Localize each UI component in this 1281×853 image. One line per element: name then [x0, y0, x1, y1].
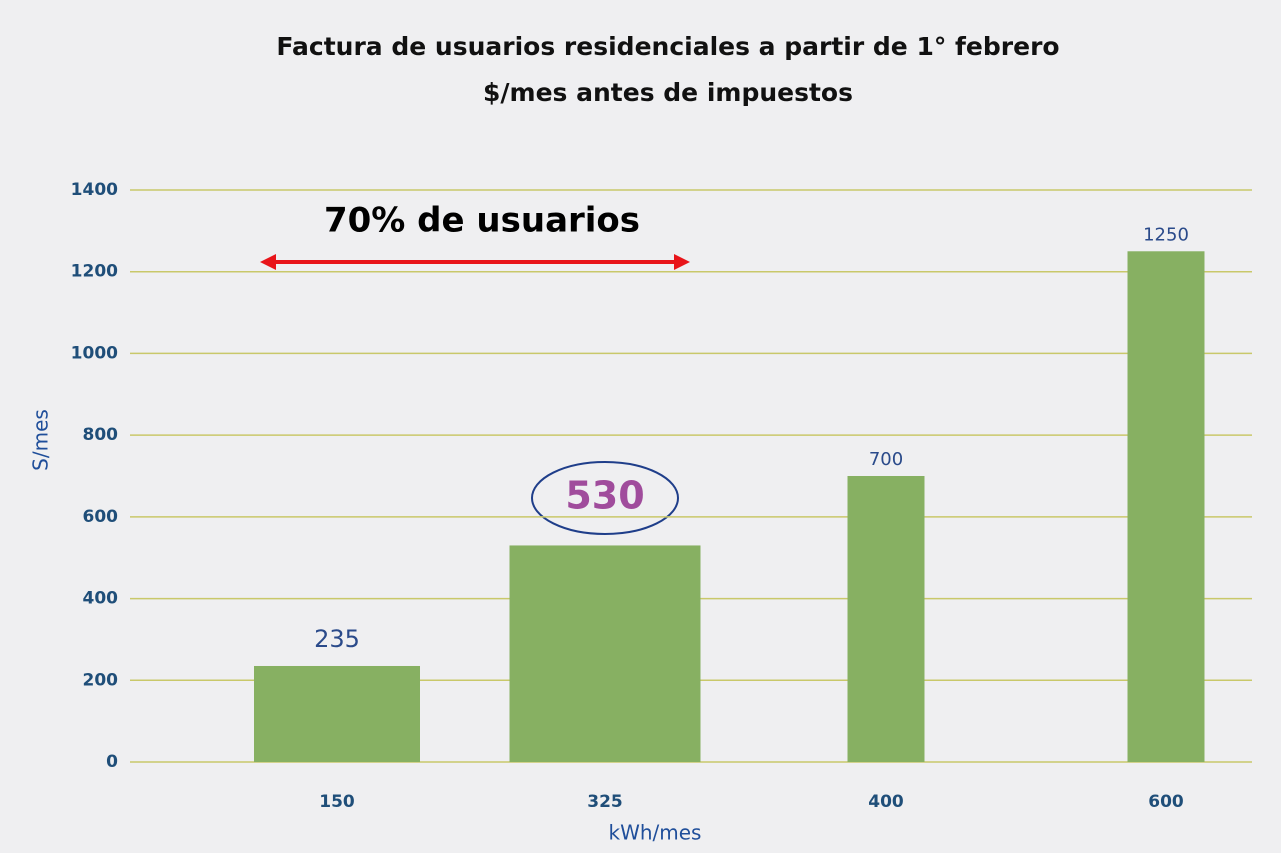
y-tick-label: 1200	[71, 262, 118, 282]
bar	[254, 665, 420, 762]
bar	[509, 545, 701, 762]
bar	[847, 476, 925, 762]
chart-title: Factura de usuarios residenciales a part…	[276, 32, 1059, 61]
annotation: 70% de usuarios	[324, 201, 640, 241]
y-tick-label: 200	[83, 670, 119, 690]
chart-subtitle: $/mes antes de impuestos	[483, 78, 853, 107]
y-tick-label: 600	[83, 507, 119, 527]
y-tick-label: 800	[83, 425, 119, 445]
data-label: 235	[314, 625, 360, 653]
x-axis-label: kWh/mes	[609, 821, 702, 845]
bar	[1127, 251, 1205, 763]
range-arrow	[260, 254, 690, 270]
data-label: 700	[869, 449, 903, 470]
y-tick-label: 400	[83, 589, 119, 609]
y-tick-label: 1000	[71, 343, 118, 363]
data-label: 530	[565, 474, 644, 518]
x-tick-label: 600	[1148, 792, 1184, 812]
x-tick-label: 325	[587, 792, 623, 812]
y-axis-label: S/mes	[29, 409, 53, 471]
x-tick-label: 150	[319, 792, 355, 812]
highlight-ellipse	[531, 461, 679, 535]
y-tick-label: 0	[106, 752, 118, 772]
data-label: 1250	[1143, 224, 1189, 245]
y-tick-label: 1400	[71, 180, 118, 200]
x-tick-label: 400	[868, 792, 904, 812]
